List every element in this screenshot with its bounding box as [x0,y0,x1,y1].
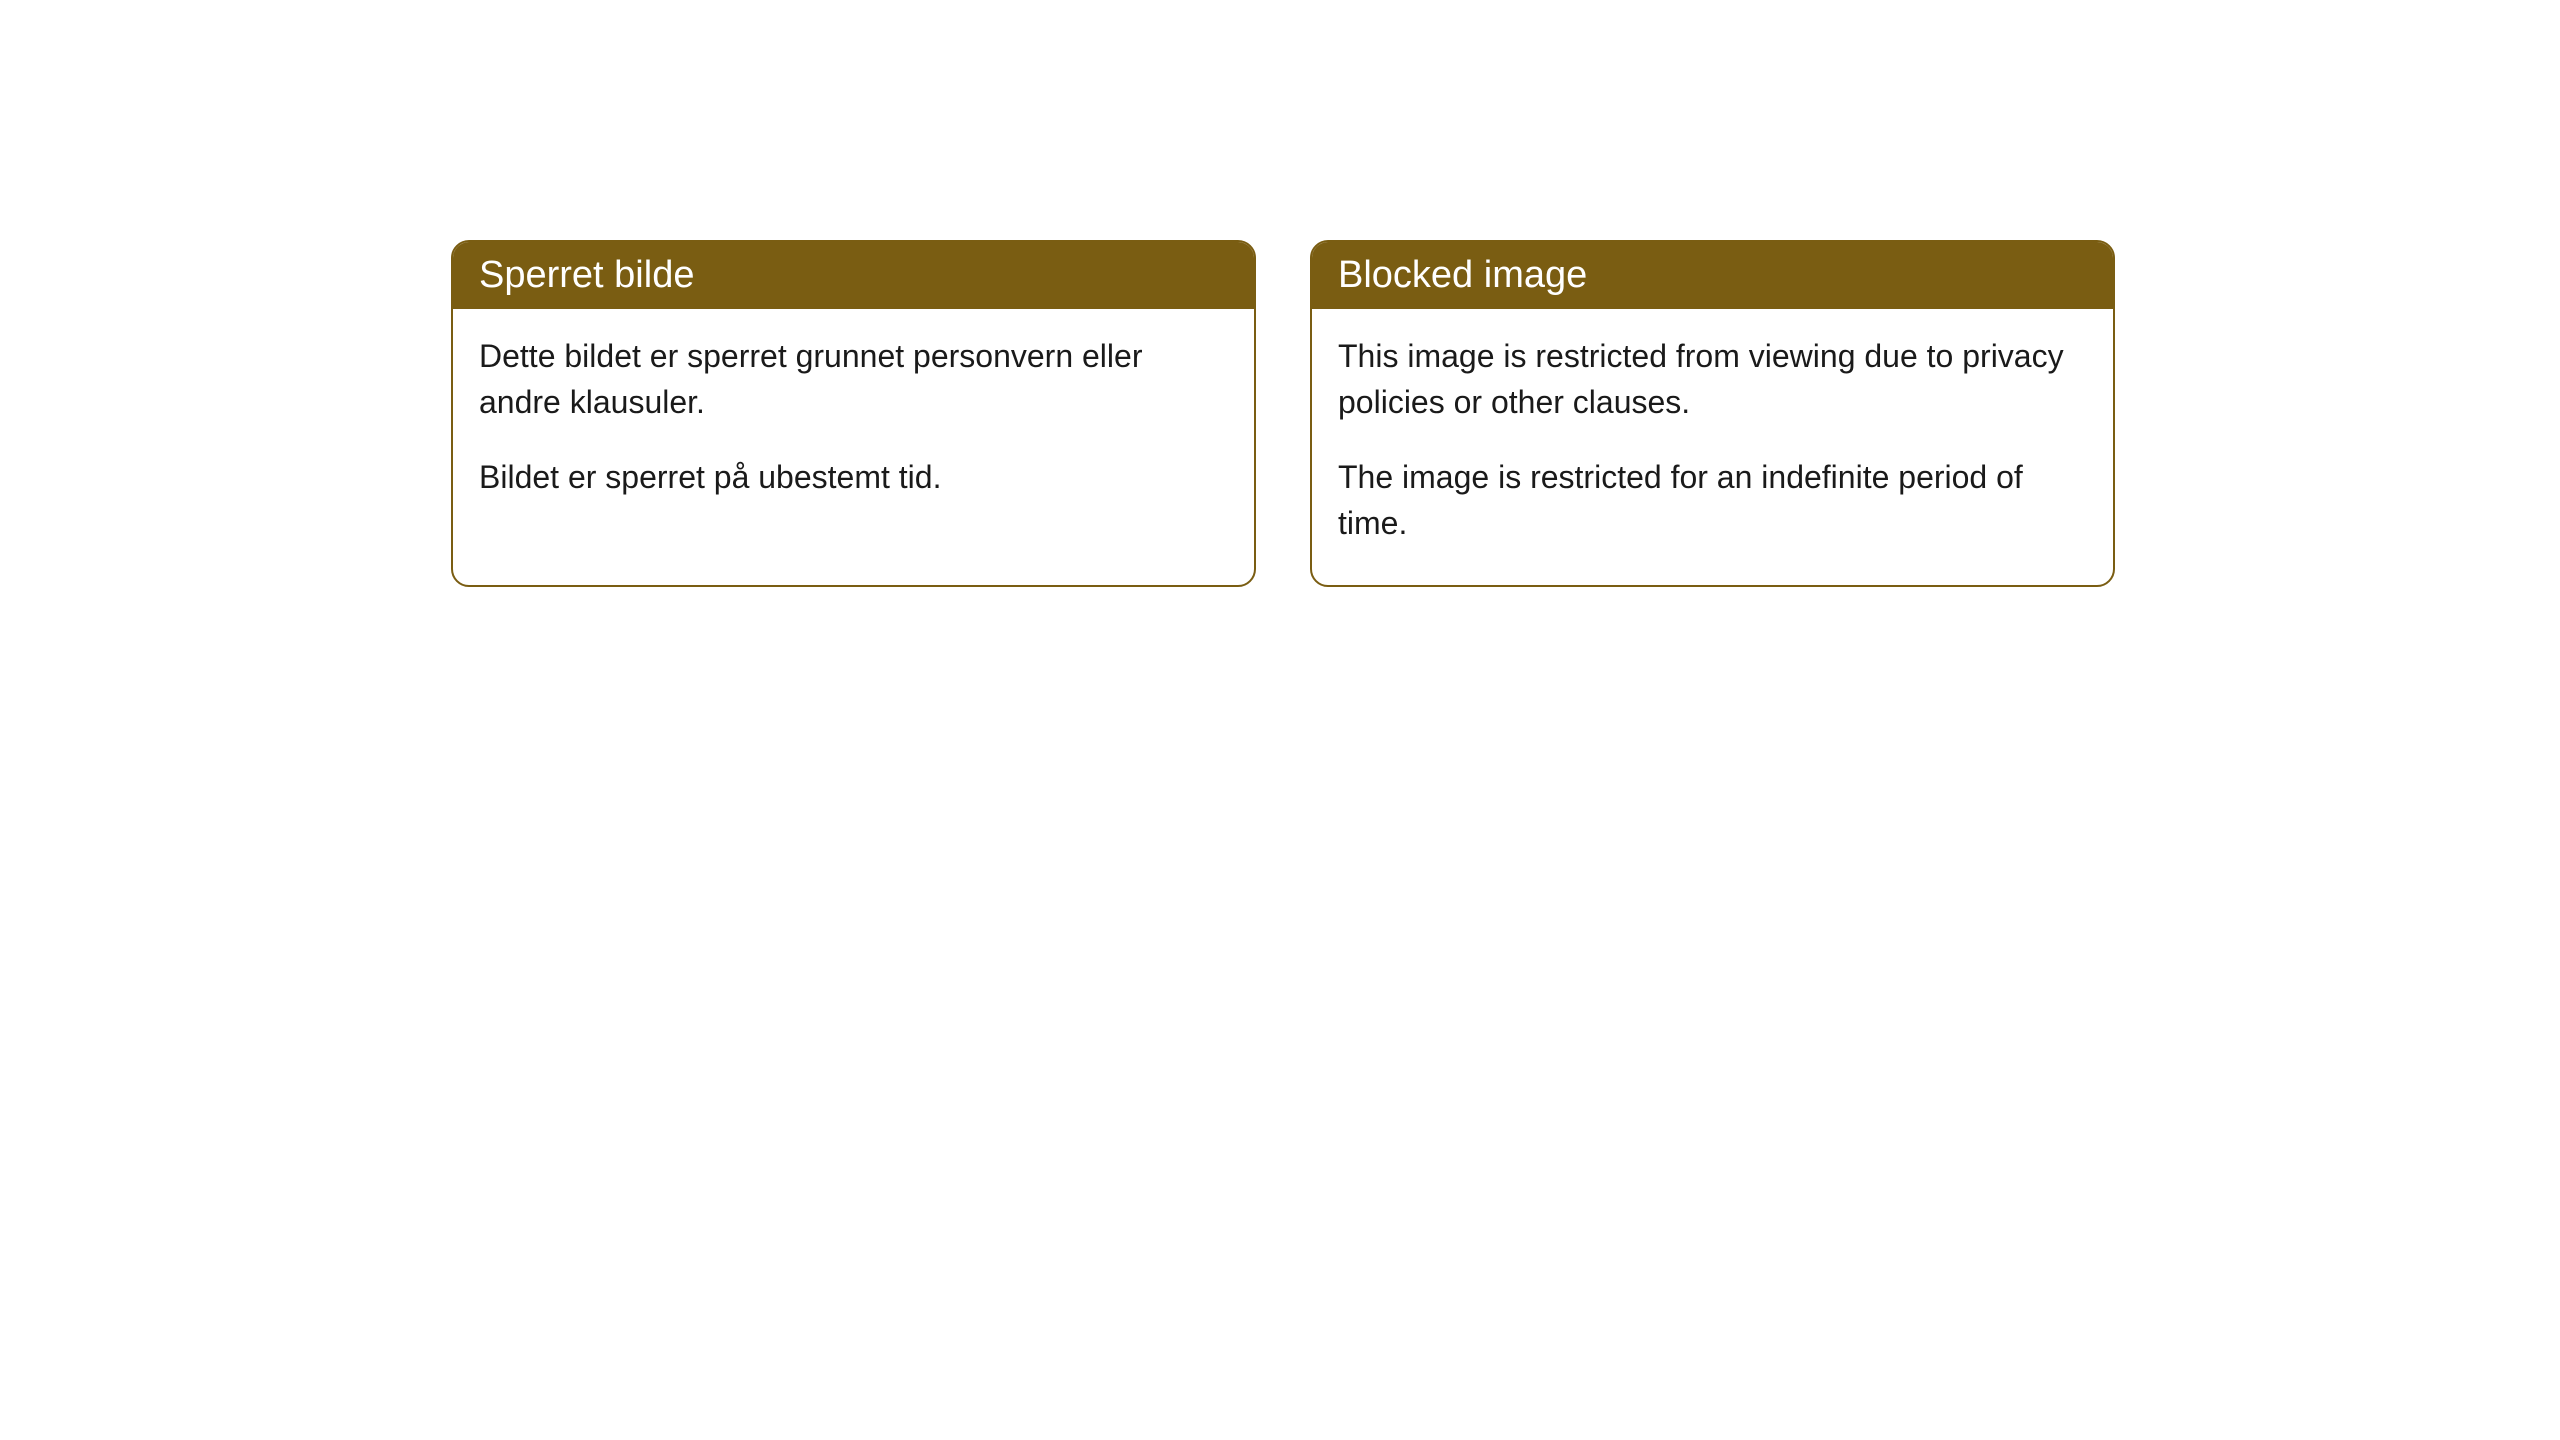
card-header: Sperret bilde [453,242,1254,309]
card-paragraph: Bildet er sperret på ubestemt tid. [479,454,1228,500]
notice-card-norwegian: Sperret bilde Dette bildet er sperret gr… [451,240,1256,587]
card-paragraph: This image is restricted from viewing du… [1338,333,2087,426]
card-header: Blocked image [1312,242,2113,309]
notice-cards-container: Sperret bilde Dette bildet er sperret gr… [451,240,2115,587]
card-paragraph: Dette bildet er sperret grunnet personve… [479,333,1228,426]
card-paragraph: The image is restricted for an indefinit… [1338,454,2087,547]
card-title: Sperret bilde [479,254,694,296]
card-title: Blocked image [1338,254,1587,296]
notice-card-english: Blocked image This image is restricted f… [1310,240,2115,587]
card-body: Dette bildet er sperret grunnet personve… [453,309,1254,538]
card-body: This image is restricted from viewing du… [1312,309,2113,585]
